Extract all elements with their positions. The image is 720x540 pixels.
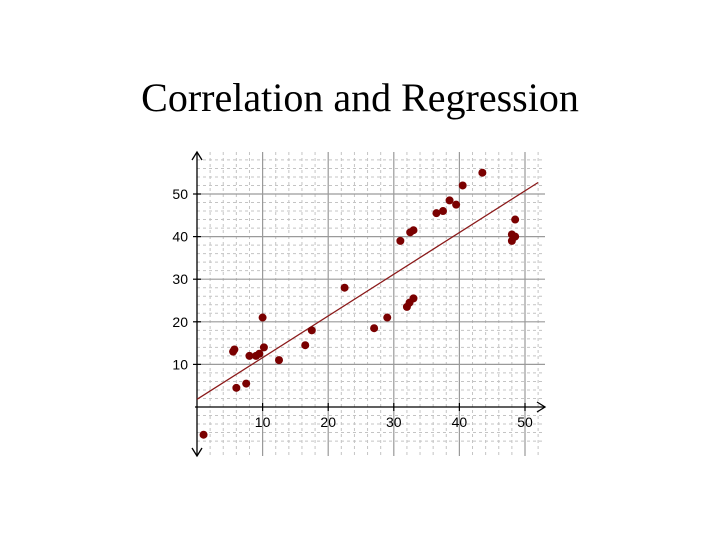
x-tick-label: 10: [255, 414, 271, 430]
data-point: [370, 324, 379, 333]
data-point: [507, 236, 516, 245]
y-axis-arrow-up: [191, 150, 203, 161]
x-tick-label: 30: [386, 414, 402, 430]
y-tick-label: 40: [172, 229, 188, 245]
data-point: [242, 379, 251, 388]
data-point: [396, 236, 405, 245]
data-point: [230, 345, 239, 354]
data-point: [458, 181, 467, 190]
data-point: [258, 313, 267, 322]
data-point: [439, 207, 447, 216]
x-axis-arrow-right: [536, 401, 547, 413]
data-point: [452, 200, 461, 209]
x-tick-label: 40: [452, 414, 468, 430]
x-tick-label: 20: [320, 414, 336, 430]
data-point: [445, 196, 454, 205]
y-axis-arrow-down: [191, 447, 203, 458]
data-point: [255, 349, 264, 358]
data-point: [409, 294, 418, 303]
data-point: [275, 356, 283, 365]
y-tick-label: 30: [172, 271, 188, 287]
data-point: [199, 430, 208, 439]
scatter-chart-svg: 10 20 30 40 50 10 20 30 40 50: [172, 150, 547, 458]
y-tick-label: 50: [172, 186, 188, 202]
regression-line: [196, 181, 539, 400]
data-point: [307, 326, 316, 335]
data-point: [511, 215, 520, 224]
scatter-chart: 10 20 30 40 50 10 20 30 40 50: [160, 146, 560, 540]
data-point: [259, 343, 268, 352]
y-tick-label: 10: [172, 356, 188, 372]
y-tick-label: 20: [172, 314, 188, 330]
slide-title: Correlation and Regression: [141, 75, 579, 120]
data-point: [478, 168, 487, 177]
data-point: [383, 313, 392, 322]
data-point: [245, 351, 254, 360]
data-point: [340, 283, 349, 292]
data-point: [232, 383, 241, 392]
data-point: [409, 226, 418, 235]
data-point: [432, 209, 441, 218]
data-point: [301, 341, 310, 350]
x-tick-label: 50: [517, 414, 533, 430]
